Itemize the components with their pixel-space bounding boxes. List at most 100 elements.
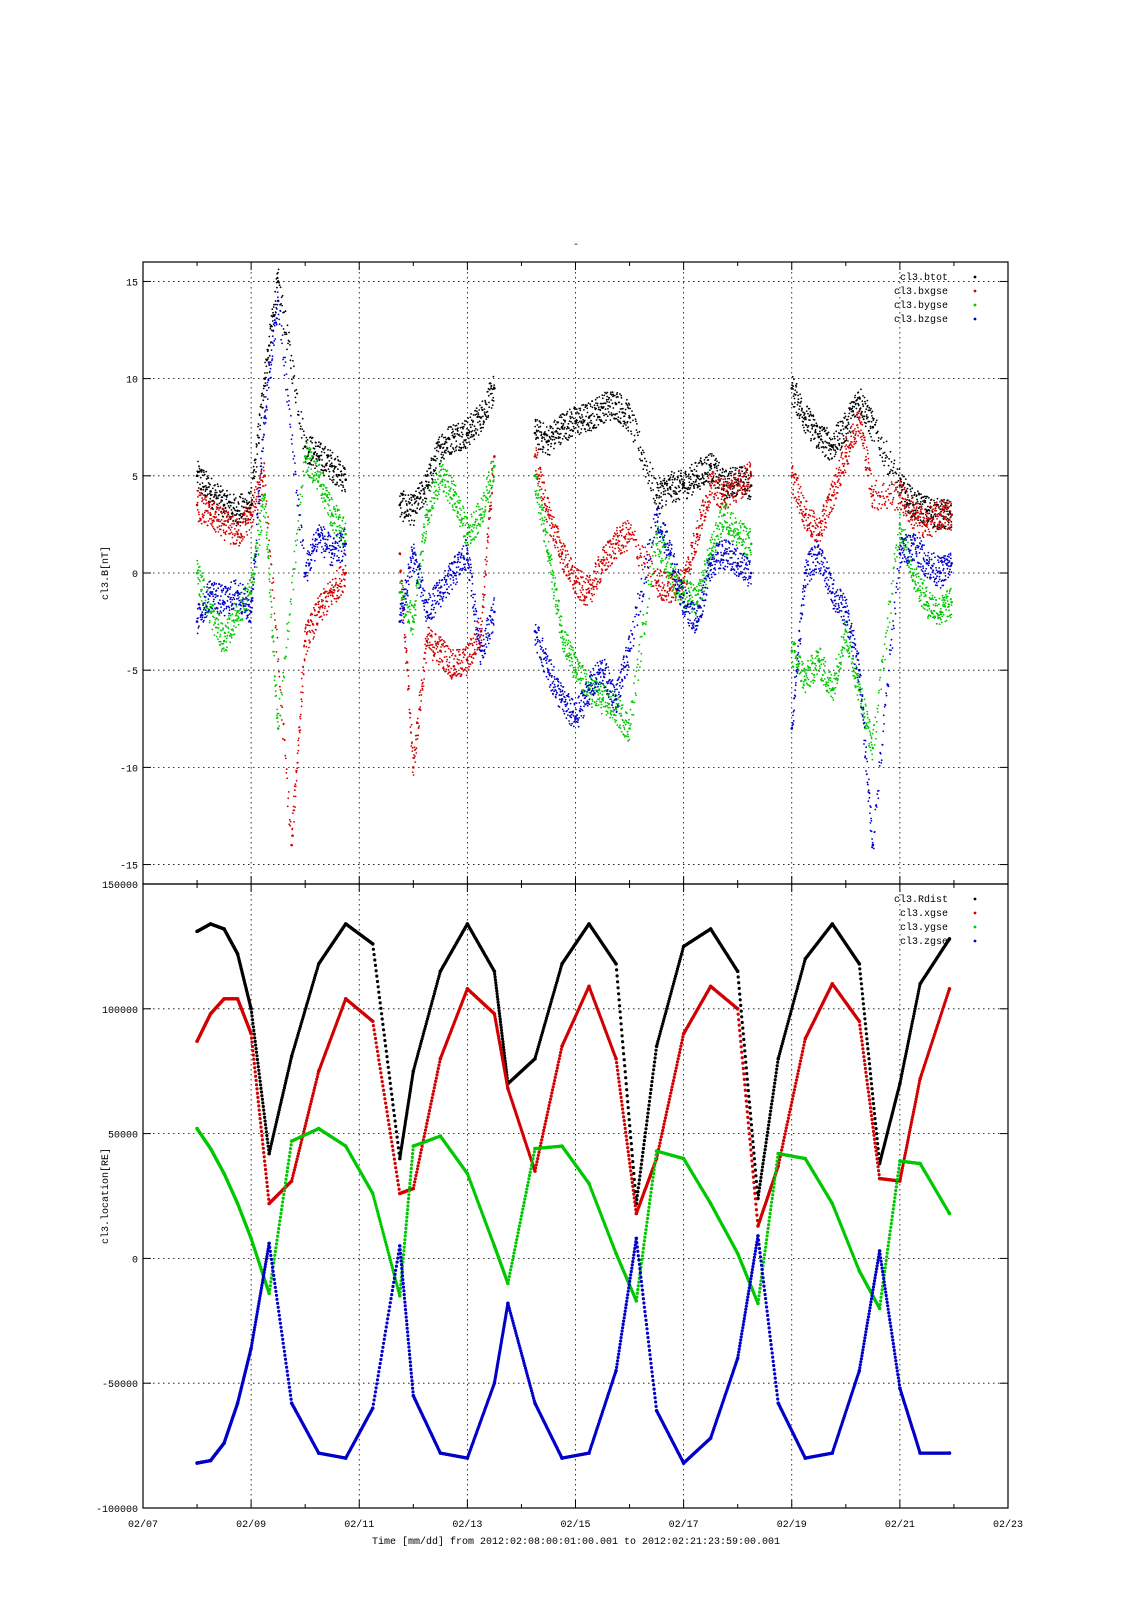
trace-point xyxy=(572,587,575,590)
trace-point xyxy=(430,629,432,632)
trace-point xyxy=(684,586,686,589)
trace-point xyxy=(625,533,628,536)
trace-point xyxy=(842,438,845,440)
trace-point xyxy=(718,476,720,479)
trace-point xyxy=(659,486,662,488)
trace-point xyxy=(343,578,346,581)
trace-point xyxy=(239,514,242,517)
trace-point xyxy=(228,506,231,509)
trace-point xyxy=(866,467,869,469)
trace-point xyxy=(421,689,424,691)
trace-point xyxy=(576,424,579,426)
trace-point xyxy=(601,548,604,551)
trace-point xyxy=(608,401,611,403)
y-tick-label: -15 xyxy=(120,862,138,873)
trace-point xyxy=(581,404,583,406)
trace-point xyxy=(341,481,344,484)
trace-point xyxy=(587,402,590,405)
trace-point xyxy=(794,389,797,392)
trace-point xyxy=(600,402,603,405)
trace-point xyxy=(913,527,915,529)
trace-point xyxy=(685,570,687,573)
trace-point xyxy=(428,632,431,635)
trace-point xyxy=(300,677,303,680)
trace-point xyxy=(615,557,618,560)
trace-point xyxy=(558,416,561,419)
trace-point xyxy=(881,460,884,463)
trace-point xyxy=(814,431,817,434)
trace-point xyxy=(590,422,593,425)
trace-point xyxy=(278,670,280,673)
trace-point xyxy=(734,469,737,471)
trace-point xyxy=(867,461,870,464)
trace-point xyxy=(792,483,795,486)
data-point xyxy=(614,402,618,406)
trace-point xyxy=(431,630,434,633)
trace-point xyxy=(455,445,458,447)
trace-point xyxy=(215,491,218,494)
trace-point xyxy=(213,502,215,505)
trace-point xyxy=(211,487,214,490)
trace-point xyxy=(691,482,694,485)
trace-point xyxy=(673,490,676,493)
trace-point xyxy=(238,517,241,520)
trace-point xyxy=(619,393,621,395)
trace-point xyxy=(911,497,913,500)
data-point xyxy=(209,490,212,493)
trace-point xyxy=(229,493,231,496)
trace-point xyxy=(647,574,650,577)
trace-point xyxy=(446,664,449,667)
trace-point xyxy=(255,495,258,498)
trace-point xyxy=(213,634,216,636)
trace-point xyxy=(252,504,255,507)
trace-point xyxy=(934,530,937,533)
trace-point xyxy=(299,713,302,716)
trace-point xyxy=(719,469,722,471)
trace-point xyxy=(200,600,203,602)
trace-point xyxy=(741,466,744,469)
trace-point xyxy=(224,506,227,509)
data-point xyxy=(236,532,239,536)
trace-point xyxy=(608,541,610,544)
trace-point xyxy=(706,475,709,478)
trace-point xyxy=(634,439,636,442)
trace-point xyxy=(819,540,822,542)
trace-point xyxy=(659,594,662,597)
trace-point xyxy=(595,426,598,429)
trace-point xyxy=(555,430,558,433)
trace-point xyxy=(231,613,234,616)
trace-point xyxy=(306,650,309,652)
trace-point xyxy=(625,523,627,525)
trace-point xyxy=(196,559,199,562)
trace-point xyxy=(890,492,892,495)
trace-point xyxy=(409,716,411,719)
trace-point xyxy=(234,609,237,612)
trace-point xyxy=(452,649,454,651)
trace-point xyxy=(210,477,213,480)
trace-point xyxy=(796,498,798,501)
trace-point xyxy=(669,476,672,479)
trace-point xyxy=(857,404,860,407)
trace-point xyxy=(467,668,470,671)
trace-point xyxy=(614,533,617,536)
trace-point xyxy=(485,418,488,420)
trace-point xyxy=(219,633,222,636)
trace-point xyxy=(414,501,417,504)
trace-point xyxy=(648,479,651,482)
trace-point xyxy=(824,518,827,521)
trace-point xyxy=(798,498,800,501)
trace-point xyxy=(329,594,332,597)
trace-point xyxy=(844,451,847,454)
trace-point xyxy=(465,420,467,422)
trace-point xyxy=(693,487,696,489)
trace-point xyxy=(715,465,718,468)
trace-point xyxy=(808,414,811,417)
trace-point xyxy=(542,492,545,495)
data-point xyxy=(330,464,334,468)
trace-point xyxy=(577,596,580,599)
trace-point xyxy=(426,635,428,638)
trace-point xyxy=(466,421,469,423)
trace-point xyxy=(831,457,833,460)
trace-point xyxy=(254,462,257,464)
trace-point xyxy=(830,448,833,451)
